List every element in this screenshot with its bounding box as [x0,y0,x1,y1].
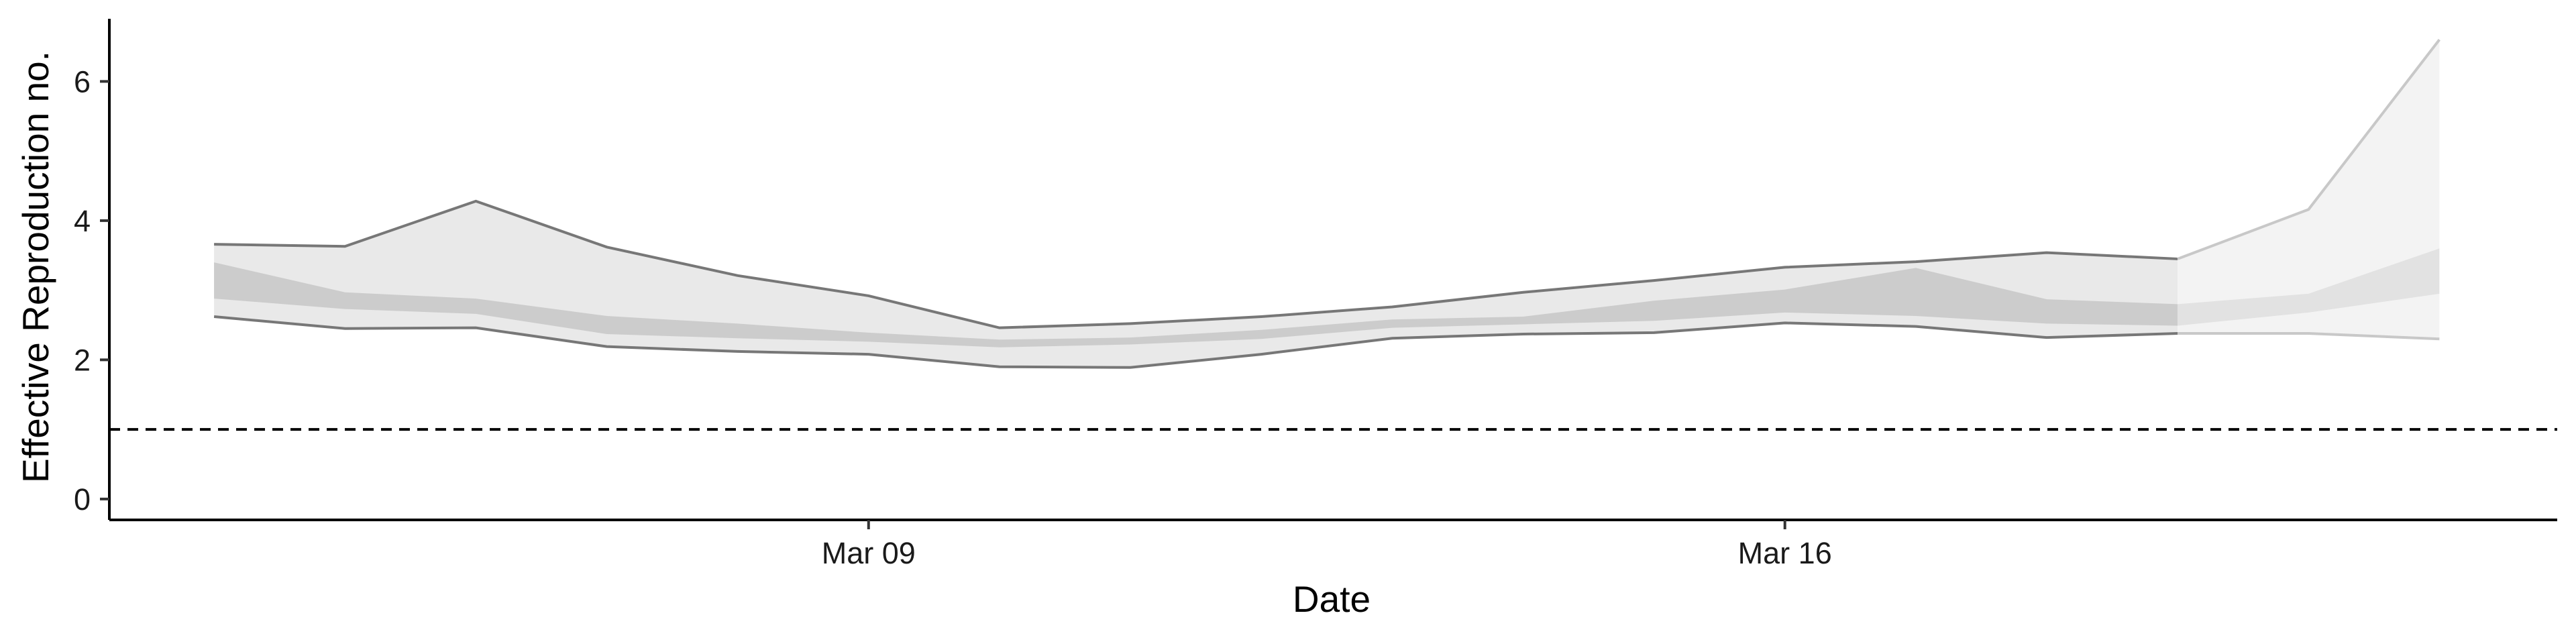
band-50-estimate [214,262,2178,347]
y-tick-label: 2 [74,343,91,377]
y-axis-title: Effective Reproduction no. [15,51,56,483]
band-90-forecast [2178,40,2440,339]
y-tick-label: 6 [74,64,91,99]
band-90-upper-line [214,199,2178,329]
plot-area [109,38,2557,431]
x-axis-title: Date [1293,578,1371,620]
band-90-lower-line [213,315,2178,369]
axes: 0 2 4 6 Mar 09 Mar 16 [74,19,2557,570]
x-tick-label: Mar 16 [1738,536,1832,570]
band-50-forecast [2178,248,2440,326]
x-tick-label: Mar 09 [822,536,916,570]
band-90-upper-line-forecast [2177,38,2440,260]
y-tick-label: 0 [74,482,91,517]
y-tick-label: 4 [74,204,91,238]
band-90-lower-line-forecast [2178,331,2440,341]
